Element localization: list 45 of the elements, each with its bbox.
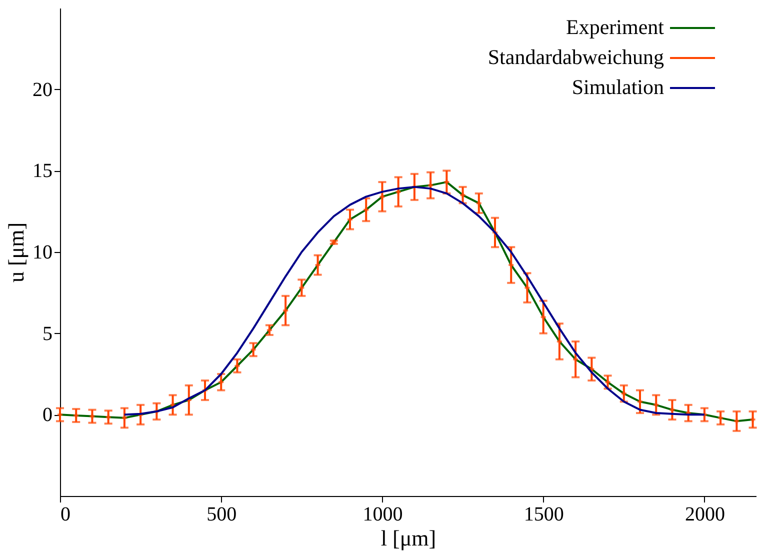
point xyxy=(428,182,434,188)
y-tick-label: 20 xyxy=(32,78,52,101)
point xyxy=(621,391,626,396)
y-tick-label: 15 xyxy=(32,160,52,182)
point xyxy=(556,338,562,344)
point xyxy=(218,380,224,385)
point xyxy=(460,192,466,198)
legend-label: Standardabweichung xyxy=(488,45,664,69)
x-tick-label: 2000 xyxy=(684,504,725,526)
x-tick-label: 1000 xyxy=(362,504,403,526)
point xyxy=(540,314,546,320)
y-axis-title: u [μm] xyxy=(4,222,28,283)
point xyxy=(476,200,482,206)
y-tick-label: 10 xyxy=(32,242,52,264)
point xyxy=(508,262,514,268)
x-tick-label: 1500 xyxy=(524,504,564,526)
point xyxy=(396,189,401,194)
legend-label: Experiment xyxy=(566,15,664,39)
point xyxy=(364,207,369,212)
point xyxy=(299,285,304,290)
point xyxy=(605,380,610,385)
x-axis-title: l [μm] xyxy=(380,526,436,550)
point xyxy=(380,194,385,200)
point xyxy=(734,418,740,424)
point xyxy=(90,414,95,419)
point xyxy=(234,363,240,368)
point xyxy=(315,262,320,268)
point xyxy=(444,180,450,185)
x-tick-label: 500 xyxy=(206,504,237,526)
point xyxy=(573,356,578,362)
point xyxy=(654,402,659,408)
point xyxy=(74,412,79,418)
legend-label: Simulation xyxy=(572,75,664,99)
point xyxy=(106,414,111,420)
y-tick-label: 0 xyxy=(42,404,52,426)
point xyxy=(283,308,288,314)
y-tick-label: 5 xyxy=(42,322,52,345)
point xyxy=(718,415,724,420)
point xyxy=(524,285,530,290)
x-tick-label: 0 xyxy=(60,504,70,526)
point xyxy=(670,407,675,412)
point xyxy=(122,415,127,420)
point xyxy=(266,328,272,333)
point xyxy=(750,417,756,422)
point xyxy=(250,347,256,352)
